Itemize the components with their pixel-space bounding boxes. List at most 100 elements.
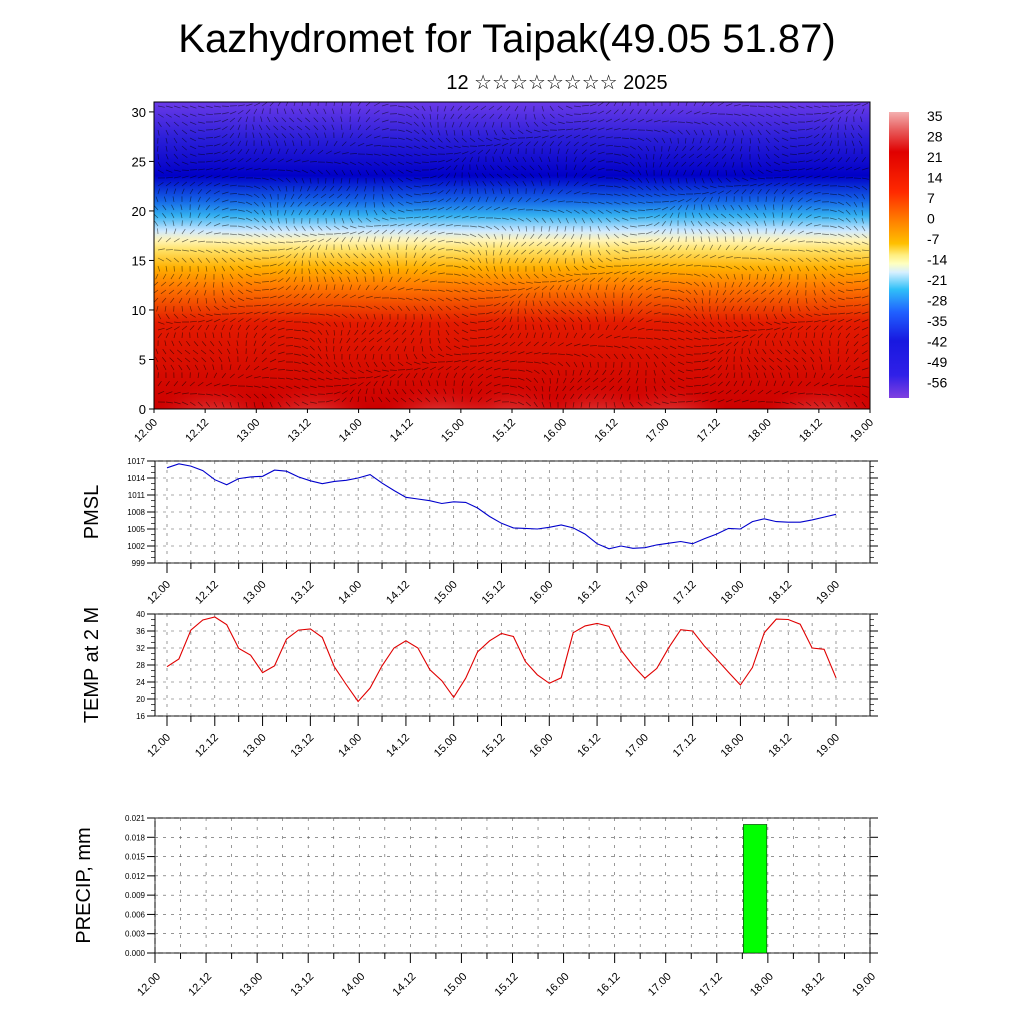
colorbar-label: 0: [927, 211, 935, 227]
x-tick-label: 18.00: [748, 971, 776, 999]
x-tick-label: 16.00: [544, 971, 572, 999]
precip-panel: 0.021 0.018 0.015 0.012 0.009 0.006 0.003 0.000…: [73, 814, 878, 999]
y-tick-label: 20: [136, 695, 145, 704]
x-tick-label: 12.12: [186, 971, 214, 999]
x-tick-label: 18.12: [797, 417, 825, 445]
x-tick-label: 15.12: [480, 732, 508, 760]
x-tick-label: 16.12: [595, 971, 623, 999]
colorbar-label: 28: [927, 129, 943, 145]
colorbar-label: -14: [927, 252, 947, 268]
y-tick-label: 0.018: [125, 833, 146, 842]
temp-panel: 40 36 32 28 24 20 16 12.00 12.12 13.00 13.12 14.00 1…: [81, 607, 878, 760]
pmsl-series-line: [166, 463, 837, 550]
x-tick-label: 17.12: [671, 732, 699, 760]
x-tick-label: 17.12: [671, 579, 699, 607]
x-tick-label: 18.00: [719, 579, 747, 607]
y-tick-label: 0.021: [125, 814, 146, 823]
y-tick-label: 25: [132, 154, 146, 169]
x-tick-label: 18.00: [746, 417, 774, 445]
xsec-warm-cell: [764, 354, 870, 409]
x-tick-label: 14.12: [391, 971, 419, 999]
y-tick-label: 24: [136, 678, 145, 687]
y-tick-label: 5: [139, 352, 146, 367]
xsec-field: [154, 102, 870, 409]
xsec-warm-cell: [256, 354, 367, 409]
xsec-warm-cell: [614, 354, 725, 409]
x-tick-label: 12.12: [193, 732, 221, 760]
x-tick-label: 12.00: [135, 971, 163, 999]
y-tick-label: 36: [136, 627, 145, 636]
colorbar-label: 35: [927, 108, 943, 124]
colorbar-label: -42: [927, 334, 947, 350]
x-tick-label: 14.00: [336, 732, 364, 760]
y-tick-label: 16: [136, 712, 145, 721]
temp-series-line: [166, 616, 837, 703]
x-tick-label: 15.12: [480, 579, 508, 607]
y-tick-label: 30: [132, 105, 146, 120]
x-tick-label: 15.12: [493, 971, 521, 999]
x-tick-label: 12.12: [183, 417, 211, 445]
x-tick-label: 13.12: [289, 579, 317, 607]
x-tick-label: 16.00: [541, 417, 569, 445]
x-tick-label: 12.00: [145, 732, 173, 760]
colorbar-label: -35: [927, 313, 947, 329]
x-tick-label: 14.12: [384, 732, 412, 760]
y-axis-label: TEMP at 2 M: [81, 607, 103, 723]
x-tick-label: 16.12: [575, 732, 603, 760]
x-tick-label: 19.00: [848, 417, 876, 445]
wind-vectors: [154, 102, 869, 408]
x-tick-label: 15.12: [490, 417, 518, 445]
x-tick-label: 13.12: [286, 417, 314, 445]
x-tick-label: 12.00: [145, 579, 173, 607]
y-tick-label: 15: [132, 253, 146, 268]
y-axis-label: PMSL: [81, 485, 103, 539]
colorbar-label: -28: [927, 293, 947, 309]
y-tick-label: 0.015: [125, 853, 146, 862]
x-tick-label: 12.00: [132, 417, 160, 445]
y-tick-label: 32: [136, 644, 145, 653]
x-tick-label: 19.00: [814, 732, 842, 760]
x-tick-label: 16.12: [592, 417, 620, 445]
colorbar-label: 7: [927, 190, 935, 206]
y-tick-label: 0: [139, 402, 146, 417]
page-subtitle: 12 ☆☆☆☆☆☆☆☆ 2025: [446, 72, 668, 94]
y-tick-label: 10: [132, 303, 146, 318]
page-title: Kazhydromet for Taipak(49.05 51.87): [178, 17, 836, 61]
colorbar-label: 14: [927, 170, 943, 186]
y-tick-label: 1017: [127, 457, 145, 466]
colorbar-label: -21: [927, 272, 947, 288]
x-tick-label: 17.00: [623, 579, 651, 607]
y-tick-label: 1008: [127, 508, 145, 517]
x-tick-label: 17.00: [644, 417, 672, 445]
x-tick-label: 13.00: [241, 579, 269, 607]
pmsl-panel: 1017 1014 1011 1008 1005 1002 999 12.00 12.12 13.…: [81, 457, 878, 607]
x-tick-label: 14.00: [336, 579, 364, 607]
x-tick-label: 14.00: [339, 971, 367, 999]
x-tick-label: 13.12: [288, 971, 316, 999]
x-tick-label: 15.00: [432, 579, 460, 607]
panel-frame: [154, 613, 871, 717]
x-tick-label: 19.00: [814, 579, 842, 607]
precip-bar: [743, 824, 768, 954]
colorbar-fill: [889, 112, 909, 398]
y-tick-label: 1005: [127, 525, 145, 534]
x-tick-label: 13.00: [234, 417, 262, 445]
x-tick-label: 17.12: [697, 971, 725, 999]
y-tick-label: 1002: [127, 542, 145, 551]
x-tick-label: 14.12: [384, 579, 412, 607]
y-tick-label: 1014: [127, 474, 145, 483]
colorbar-label: -7: [927, 231, 940, 247]
colorbar-label: -56: [927, 375, 947, 391]
x-tick-label: 18.12: [766, 579, 794, 607]
y-tick-label: 28: [136, 661, 145, 670]
y-tick-label: 0.009: [125, 891, 146, 900]
y-tick-label: 0.006: [125, 910, 146, 919]
x-tick-label: 17.12: [695, 417, 723, 445]
color-legend: 35 28 21 14 7 0 -7 -14 -21 -28 -35 -42 -49 -56: [889, 108, 947, 398]
x-tick-label: 14.12: [388, 417, 416, 445]
y-tick-label: 0.012: [125, 872, 146, 881]
colorbar-label: 21: [927, 149, 943, 165]
x-tick-label: 16.00: [527, 732, 555, 760]
y-axis-label: PRECIP, mm: [73, 827, 95, 943]
